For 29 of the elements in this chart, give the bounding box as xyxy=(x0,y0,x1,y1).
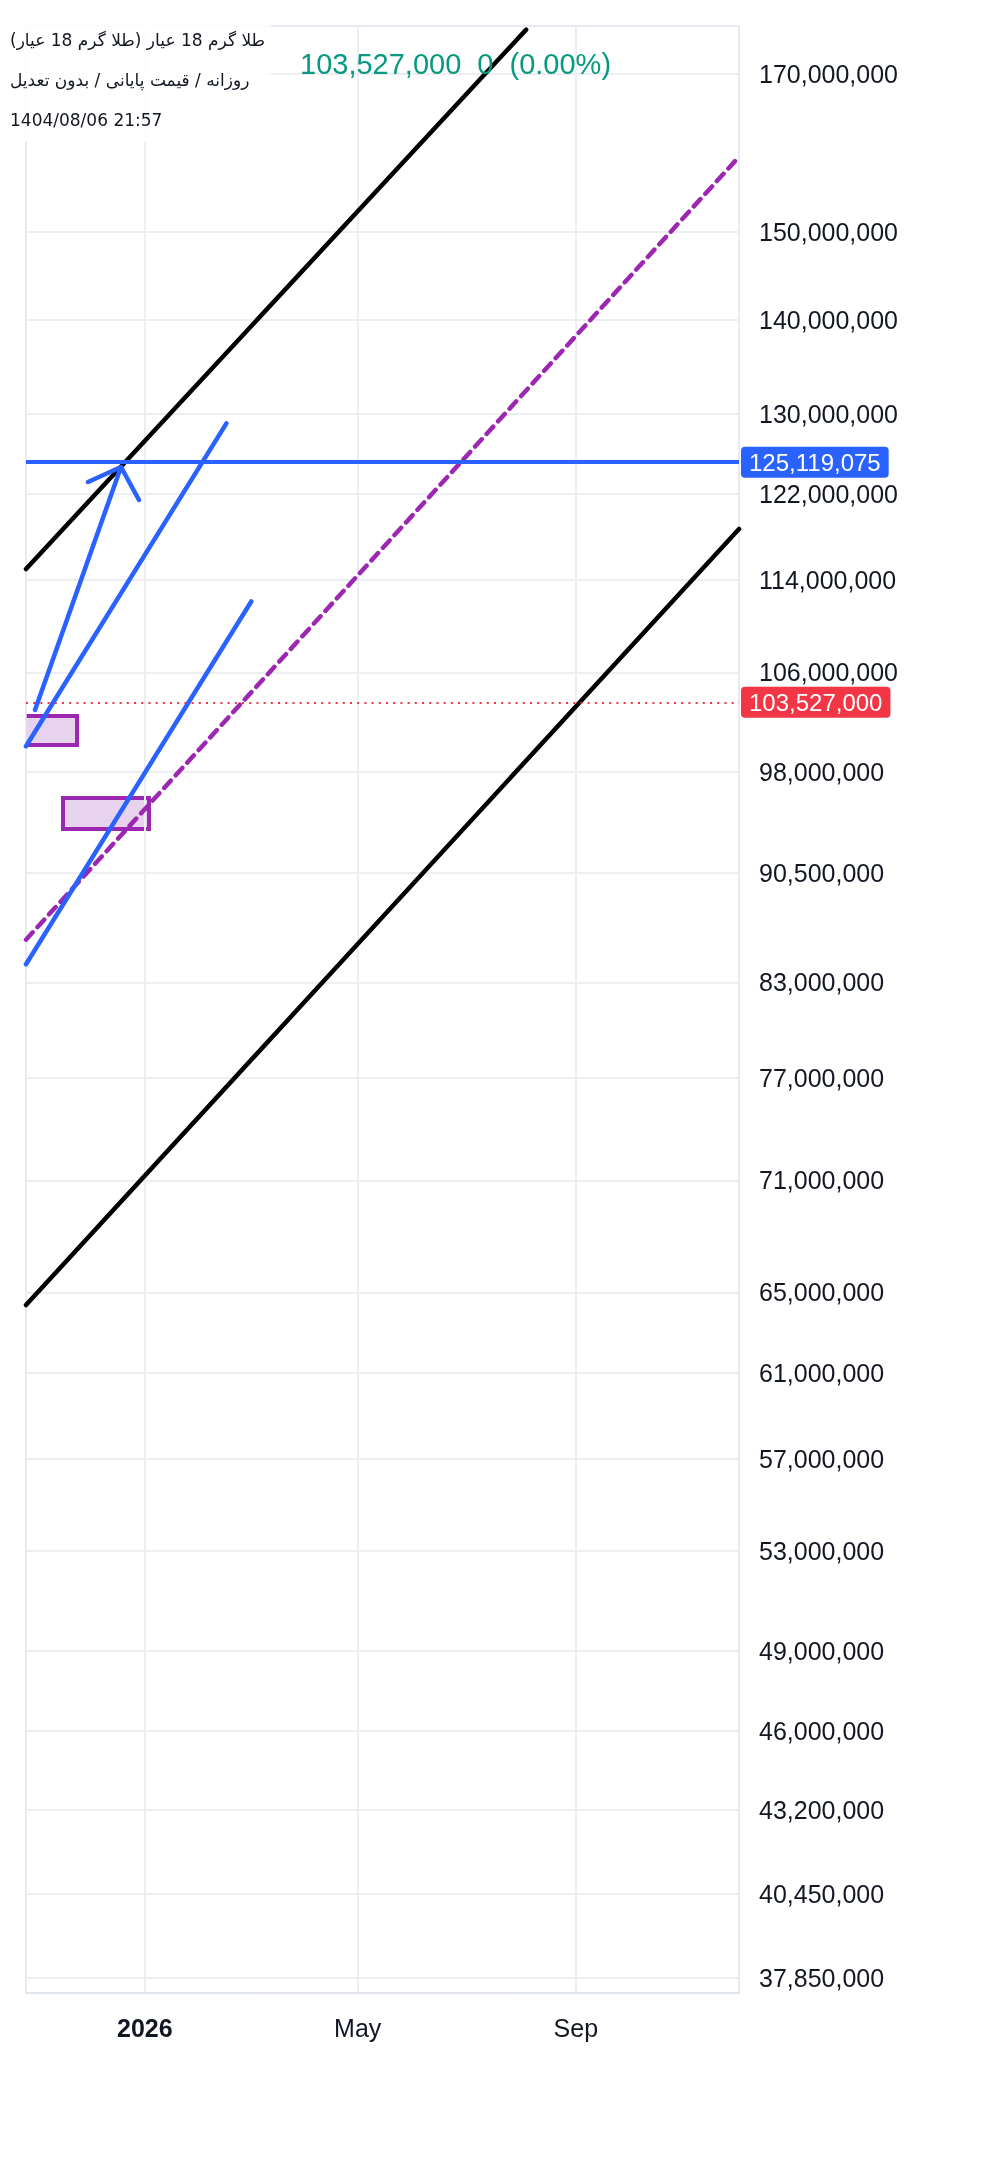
chart-title: طلا گرم 18 عیار (طلا گرم 18 عیار) xyxy=(10,29,266,52)
x-tick-label: Sep xyxy=(553,2013,599,2042)
y-tick-label: 106,000,000 xyxy=(759,658,899,687)
y-tick-label: 114,000,000 xyxy=(759,566,897,595)
y-tick-label: 49,000,000 xyxy=(759,1636,885,1665)
y-tick-label: 170,000,000 xyxy=(759,59,899,88)
y-tick-label: 140,000,000 xyxy=(759,305,899,334)
y-tick-label: 150,000,000 xyxy=(759,218,899,247)
y-tick-label: 122,000,000 xyxy=(759,480,899,509)
y-tick-label: 130,000,000 xyxy=(759,399,899,428)
ref-line-label: 103,527,000 xyxy=(749,688,883,716)
text: روزانه / قیمت پایانی / بدون تعدیل xyxy=(10,69,251,93)
y-tick-label: 65,000,000 xyxy=(759,1278,885,1307)
y-tick-label: 83,000,000 xyxy=(759,968,885,997)
ref-line-label: 125,119,075 xyxy=(749,448,881,476)
x-tick-label: 2026 xyxy=(117,2013,173,2042)
y-tick-label: 90,500,000 xyxy=(759,858,885,887)
annotation: 1404/08/06 21:57 xyxy=(10,109,164,132)
y-tick-label: 46,000,000 xyxy=(759,1716,885,1745)
x-tick-label: May xyxy=(334,2013,382,2042)
y-tick-label: 37,850,000 xyxy=(759,1963,885,1992)
y-tick-label: 77,000,000 xyxy=(759,1063,885,1092)
y-tick-label: 71,000,000 xyxy=(759,1166,885,1195)
y-tick-label: 43,200,000 xyxy=(759,1796,885,1825)
y-tick-label: 61,000,000 xyxy=(759,1358,885,1387)
y-tick-label: 40,450,000 xyxy=(759,1879,885,1908)
y-tick-label: 57,000,000 xyxy=(759,1444,885,1473)
y-tick-label: 53,000,000 xyxy=(759,1537,885,1566)
y-tick-label: 98,000,000 xyxy=(759,757,885,786)
